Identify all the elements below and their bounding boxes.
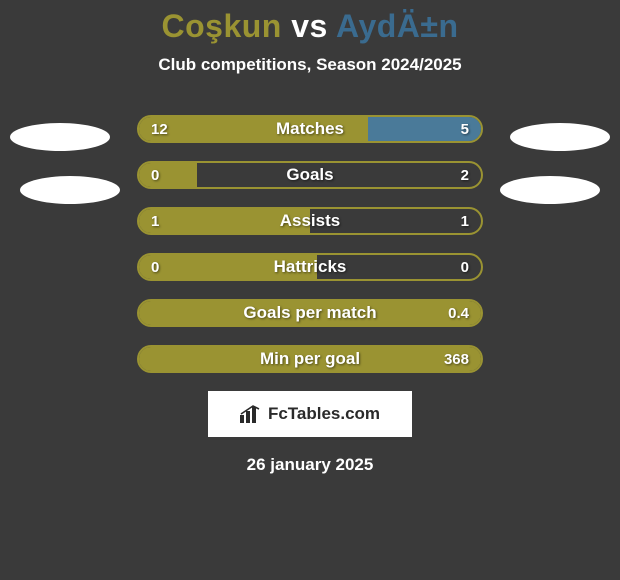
title-player2: AydÄ±n <box>336 8 458 44</box>
avatar-left-icon <box>10 123 110 151</box>
avatar-left-icon <box>20 176 120 204</box>
logo-badge: FcTables.com <box>208 391 412 437</box>
avatar-right-icon <box>500 176 600 204</box>
stat-label: Goals <box>139 163 481 187</box>
stat-bars: 125Matches 02Goals 11Assists 00Hattricks 0.4… <box>137 115 483 373</box>
title-vs: vs <box>282 8 336 44</box>
logo-text: FcTables.com <box>268 404 380 424</box>
stat-bar: 368Min per goal <box>137 345 483 373</box>
stat-label: Assists <box>139 209 481 233</box>
stat-label: Hattricks <box>139 255 481 279</box>
stat-bar: 125Matches <box>137 115 483 143</box>
stat-bar: 0.4Goals per match <box>137 299 483 327</box>
fctables-bars-icon <box>240 405 262 423</box>
subtitle: Club competitions, Season 2024/2025 <box>0 55 620 75</box>
avatar-right-icon <box>510 123 610 151</box>
title-player1: Coşkun <box>161 8 281 44</box>
stat-label: Matches <box>139 117 481 141</box>
stat-label: Min per goal <box>139 347 481 371</box>
stat-bar: 00Hattricks <box>137 253 483 281</box>
date-label: 26 january 2025 <box>0 455 620 475</box>
comparison-card: Coşkun vs AydÄ±n Club competitions, Seas… <box>0 0 620 475</box>
stat-bar: 02Goals <box>137 161 483 189</box>
page-title: Coşkun vs AydÄ±n <box>0 8 620 45</box>
stat-bar: 11Assists <box>137 207 483 235</box>
stat-label: Goals per match <box>139 301 481 325</box>
